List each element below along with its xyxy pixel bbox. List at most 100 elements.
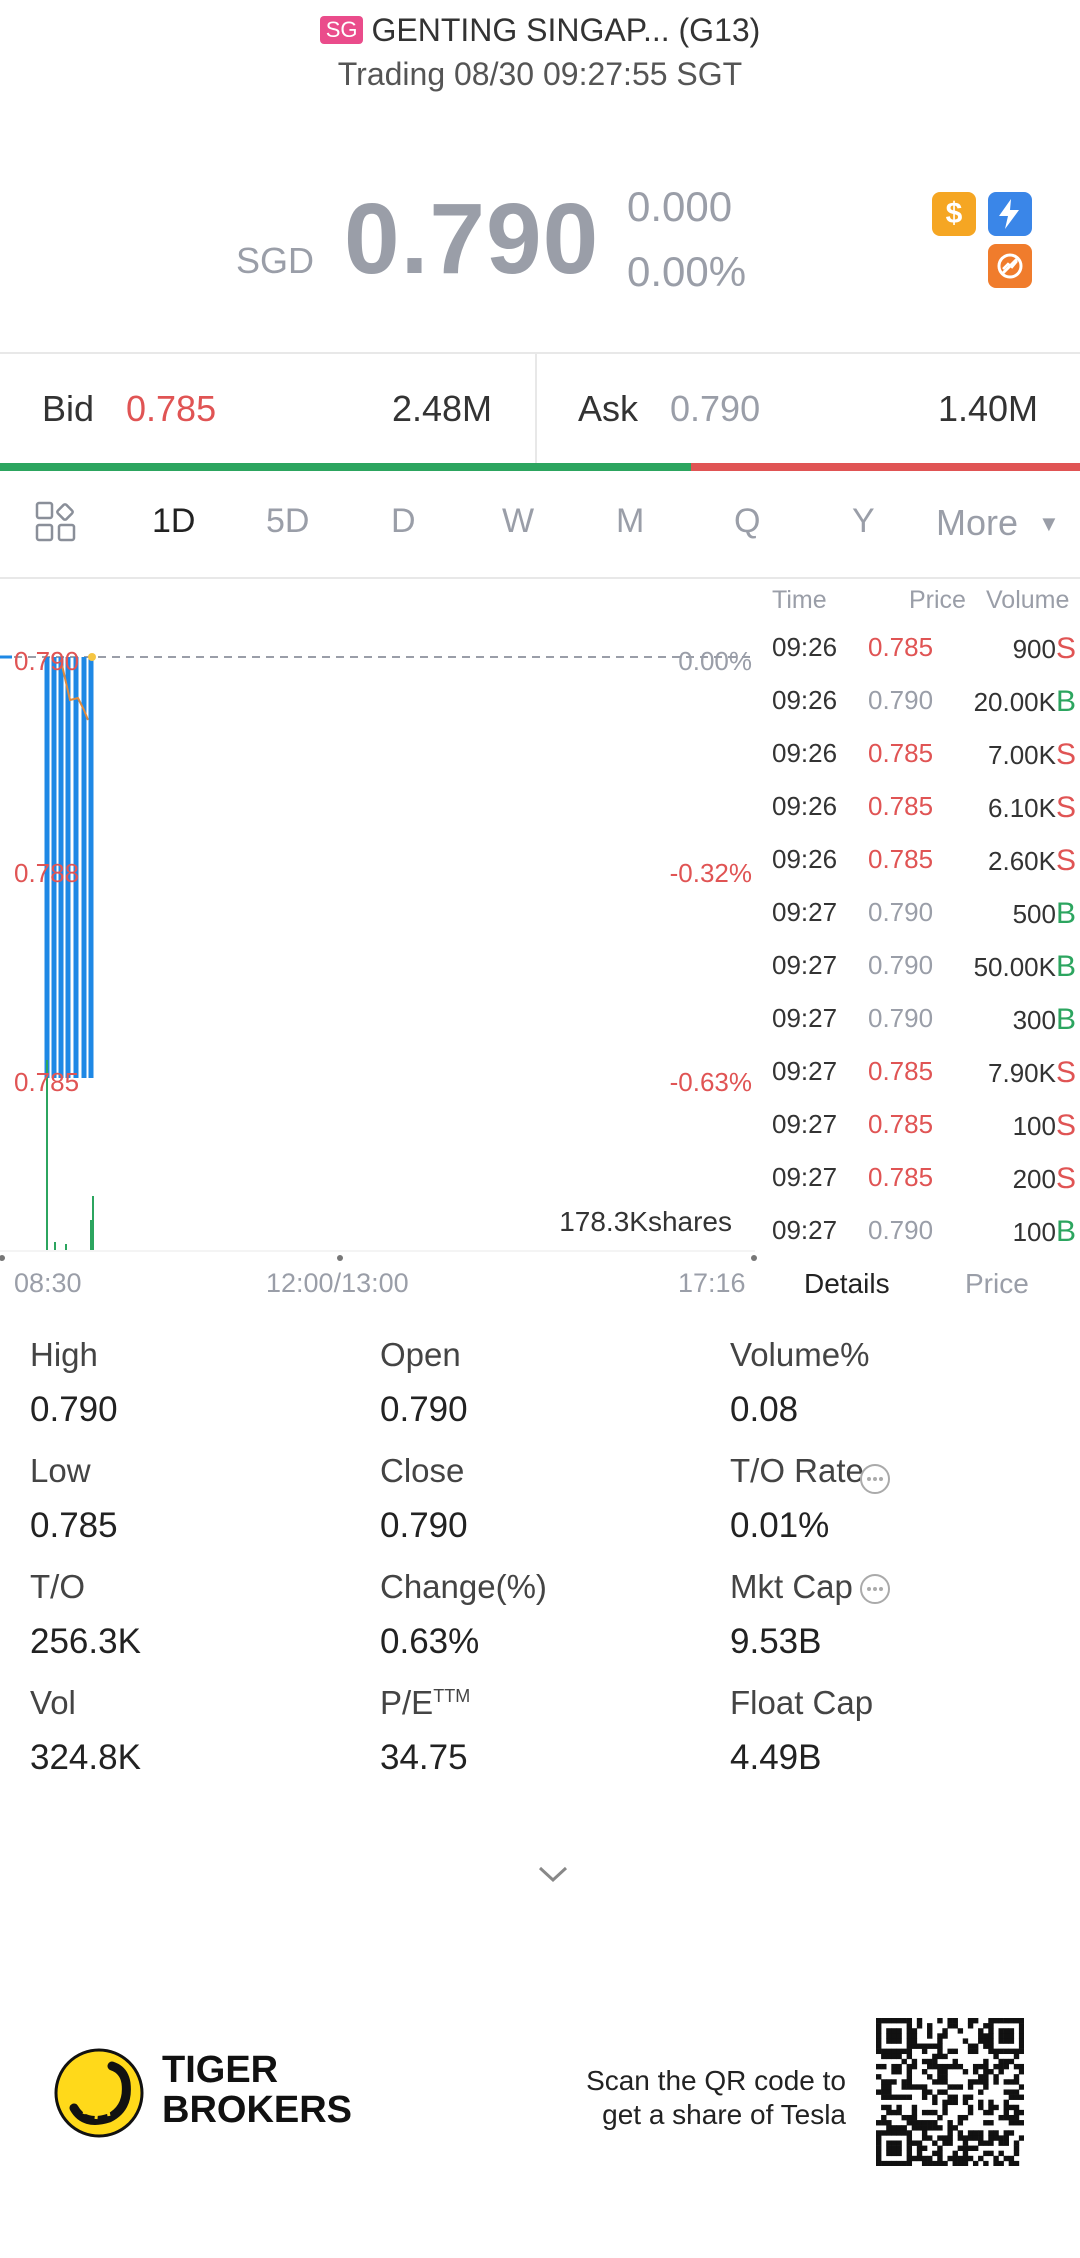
price-change: 0.000 [627,183,733,230]
trade-volume-value: 6.10K [988,793,1056,823]
trade-volume-value: 100 [1012,1217,1056,1247]
market-badge: SG [319,16,364,44]
y-axis-label: 0.785 [14,1067,80,1097]
qr-code[interactable] [876,2018,1024,2166]
stat-value: 0.01% [730,1506,830,1545]
stat-label-text: Vol [30,1684,76,1721]
trade-price: 0.785 [868,632,934,662]
stat-label-text: T/O [30,1568,85,1605]
y-axis-label: 0.790 [14,646,80,676]
trade-price: 0.785 [868,1162,934,1192]
stat-label-text: Close [380,1452,465,1489]
tiger-logo [54,2048,144,2143]
trade-time: 09:26 [772,632,838,662]
stat-label-text: High [30,1336,98,1373]
trade-side: B [1055,1215,1076,1248]
stat-label: T/O Rate [730,1452,864,1490]
brand-line-1: TIGER [162,2049,279,2091]
trade-time: 09:26 [772,791,838,821]
tab-y[interactable]: Y [852,502,875,540]
trades-header-volume: Volume [986,586,1070,614]
trade-volume: 900S [836,632,1076,666]
trade-time: 09:27 [772,1003,838,1033]
stat-label: T/O [30,1568,85,1606]
trade-price: 0.790 [868,1215,934,1245]
stat-label-text: P/E [380,1684,434,1721]
axis-dot [337,1255,343,1261]
stat-label-text: Float Cap [730,1684,874,1721]
trade-volume-value: 20.00K [973,687,1056,717]
stat-value: 256.3K [30,1622,141,1661]
trade-volume: 6.10KS [836,791,1076,825]
trade-row: 09:26 0.785 6.10KS [0,791,1076,831]
tab-1d[interactable]: 1D [152,502,196,540]
tab-w[interactable]: W [502,502,535,540]
trade-volume-value: 7.00K [988,740,1056,770]
stat-label: Vol [30,1684,76,1722]
trade-price: 0.785 [868,1056,934,1086]
stock-title: SG GENTING SINGAP... (G13) [0,12,1080,49]
trade-volume: 200S [836,1162,1076,1196]
trade-volume-value: 500 [1012,899,1056,929]
trade-time: 09:26 [772,844,838,874]
trade-row: 09:27 0.785 7.90KS [0,1056,1076,1096]
expand-chevron-icon[interactable] [536,1864,570,1891]
stat-label: High [30,1336,98,1374]
trade-row: 09:27 0.790 500B [0,897,1076,937]
trade-side: B [1055,1003,1076,1036]
tab-details[interactable]: Details [804,1268,890,1299]
stat-label-text: Mkt Cap [730,1568,853,1605]
bid-price[interactable]: 0.785 [126,388,217,429]
last-point-marker [88,653,96,661]
stat-label-text: Low [30,1452,91,1489]
caret-down-icon: ▼ [1038,511,1060,536]
tab-5d[interactable]: 5D [266,502,310,540]
price-line [44,657,94,1078]
trades-header-time: Time [772,586,827,614]
trade-side: S [1055,738,1076,771]
dollar-icon[interactable]: $ [932,192,976,236]
volume-bars [46,1060,94,1250]
tab-price[interactable]: Price [965,1268,1029,1299]
tab-m[interactable]: M [616,502,645,540]
divider [535,352,537,464]
tab-d[interactable]: D [391,502,416,540]
trade-price: 0.790 [868,897,934,927]
stat-value: 324.8K [30,1738,141,1777]
stat-label-text: Volume% [730,1336,870,1373]
info-icon[interactable] [858,1462,892,1501]
trade-row: 09:27 0.790 300B [0,1003,1076,1043]
trade-time: 09:27 [772,1056,838,1086]
trade-time: 09:27 [772,1215,838,1245]
no-short-icon[interactable] [988,244,1032,288]
trade-volume: 500B [836,897,1076,931]
tab-q[interactable]: Q [734,502,761,540]
volume-total-label: 178.3Kshares [559,1206,732,1237]
y-axis-label: 0.788 [14,858,80,888]
trade-volume-value: 2.60K [988,846,1056,876]
trade-volume: 7.90KS [836,1056,1076,1090]
trade-side: S [1055,1109,1076,1142]
ask-size: 1.40M [937,388,1038,429]
flash-icon[interactable] [988,192,1032,236]
trade-volume-value: 200 [1012,1164,1056,1194]
stat-value: 0.08 [730,1390,799,1429]
trade-row: 09:27 0.785 100S [0,1109,1076,1149]
intraday-chart[interactable] [0,580,760,1280]
currency-label: SGD [236,240,315,281]
stat-label: Open [380,1336,461,1374]
info-icon[interactable] [858,1572,892,1611]
trading-status: Trading 08/30 09:27:55 SGT [337,56,743,92]
stat-label-text: Open [380,1336,461,1373]
stat-value: 0.790 [380,1390,468,1429]
x-axis-label: 08:30 [14,1268,82,1298]
trade-price: 0.790 [868,950,934,980]
trade-volume-value: 7.90K [988,1058,1056,1088]
trade-volume-value: 50.00K [973,952,1056,982]
pct-axis-label: 0.00% [678,646,752,676]
tab-more[interactable]: More ▼ [936,502,1060,544]
pct-axis-label: -0.32% [669,858,752,888]
ask-price[interactable]: 0.790 [670,388,761,429]
trade-side: B [1055,685,1076,718]
layout-grid-icon[interactable] [34,500,78,549]
